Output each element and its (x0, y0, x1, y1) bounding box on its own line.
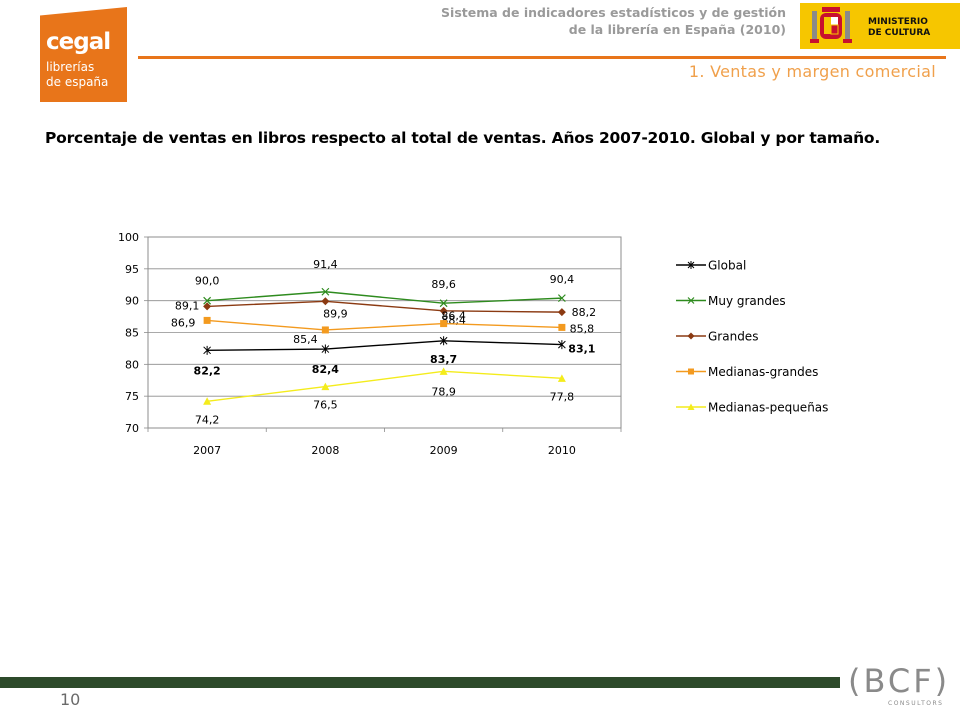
point-muy-grandes-2008 (321, 287, 330, 296)
point-medianas-grandes-2007 (203, 316, 211, 324)
data-label-grandes-2010: 88,2 (572, 306, 597, 319)
data-label-grandes-2007: 89,1 (175, 299, 200, 312)
data-label-grandes-2008: 89,9 (323, 307, 348, 320)
legend-label-medianas-grandes: Medianas-grandes (708, 365, 818, 379)
x-tick-label-2009: 2009 (430, 444, 458, 457)
footer-bar (0, 677, 840, 688)
point-medianas-grandes-2009 (440, 320, 448, 328)
data-label-global-2007: 82,2 (194, 364, 221, 377)
header-divider (138, 56, 946, 59)
point-medianas-grandes-2008 (321, 326, 329, 334)
page-heading: Porcentaje de ventas en libros respecto … (45, 129, 881, 147)
bcf-logo: (BCF) (848, 662, 951, 700)
y-tick-label-100: 100 (118, 231, 139, 244)
header-subtitle: Sistema de indicadores estadísticos y de… (286, 4, 786, 38)
data-label-muy-grandes-2009: 89,6 (431, 278, 456, 291)
y-tick-label-75: 75 (125, 390, 139, 403)
legend-label-grandes: Grandes (708, 330, 758, 344)
series-line-medianas-grandes (207, 319, 562, 331)
point-medianas-pequeñas-2009 (439, 367, 448, 375)
section-title: 1. Ventas y margen comercial (688, 62, 936, 81)
data-label-medianas-grandes-2008: 85,4 (293, 333, 318, 346)
y-tick-label-70: 70 (125, 422, 139, 435)
data-label-medianas-pequeñas-2008: 76,5 (313, 399, 338, 412)
series-line-grandes (207, 300, 562, 313)
point-muy-grandes-2007 (203, 296, 212, 305)
point-grandes-2007 (203, 302, 212, 311)
x-tick-label-2010: 2010 (548, 444, 576, 457)
ministry-line-2: DE CULTURA (868, 28, 931, 38)
point-grandes-2009 (439, 306, 448, 315)
point-medianas-pequeñas-2010 (557, 374, 566, 382)
ministry-text: MINISTERIO DE CULTURA (868, 17, 930, 39)
point-medianas-grandes-2010 (558, 323, 566, 331)
cegal-logo: cegal librerías de españa (40, 7, 127, 102)
data-label-muy-grandes-2010: 90,4 (550, 273, 575, 286)
data-label-medianas-grandes-2009: 86,4 (441, 310, 466, 323)
bcf-logo-subtitle: CONSULTORS (888, 700, 944, 707)
legend-label-muy-grandes: Muy grandes (708, 294, 786, 308)
point-global-2007 (203, 345, 211, 355)
data-label-global-2009: 83,7 (430, 353, 457, 366)
data-label-medianas-grandes-2007: 86,9 (171, 316, 196, 329)
logo-brand: cegal (46, 29, 111, 55)
data-label-muy-grandes-2007: 90,0 (195, 275, 220, 288)
logo-line-1: librerías (46, 60, 95, 74)
point-grandes-2008 (321, 297, 330, 306)
point-grandes-2010 (557, 308, 566, 317)
coat-of-arms-icon (810, 7, 852, 43)
data-label-medianas-pequeñas-2007: 74,2 (195, 413, 220, 426)
data-label-medianas-pequeñas-2010: 77,8 (550, 390, 575, 403)
ministry-logo: MINISTERIO DE CULTURA (800, 3, 960, 49)
y-tick-label-90: 90 (125, 295, 139, 308)
point-global-2009 (439, 336, 448, 346)
point-muy-grandes-2010 (557, 294, 566, 303)
point-global-2008 (321, 344, 330, 354)
legend-marker-muy-grandes (687, 297, 695, 304)
point-muy-grandes-2009 (439, 299, 448, 308)
y-tick-label-80: 80 (125, 358, 139, 371)
data-label-muy-grandes-2008: 91,4 (313, 258, 338, 271)
y-tick-label-85: 85 (125, 327, 139, 340)
x-tick-label-2008: 2008 (311, 444, 339, 457)
data-label-medianas-pequeñas-2009: 78,9 (431, 385, 456, 398)
legend-label-global: Global (708, 259, 746, 273)
legend-marker-global (687, 261, 695, 269)
point-medianas-pequeñas-2008 (321, 382, 330, 391)
point-global-2010 (558, 340, 566, 350)
data-label-medianas-grandes-2010: 85,8 (570, 322, 595, 335)
x-tick-label-2007: 2007 (193, 444, 221, 457)
data-label-global-2010: 83,1 (568, 343, 595, 356)
point-medianas-pequeñas-2007 (203, 397, 212, 405)
series-line-medianas-pequeñas (207, 370, 562, 402)
header-subtitle-line-2: de la librería en España (2010) (568, 22, 786, 37)
series-line-muy-grandes (207, 291, 562, 304)
series-line-global (207, 340, 562, 352)
page-number: 10 (60, 690, 81, 709)
ministry-line-1: MINISTERIO (868, 17, 928, 27)
legend-marker-medianas-grandes (688, 368, 694, 375)
legend-label-medianas-pequeñas: Medianas-pequeñas (708, 401, 828, 415)
y-tick-label-95: 95 (125, 263, 139, 276)
legend-marker-medianas-pequeñas (687, 403, 695, 410)
legend-marker-grandes (687, 332, 695, 340)
header-subtitle-line-1: Sistema de indicadores estadísticos y de… (441, 5, 786, 20)
data-label-global-2008: 82,4 (312, 363, 339, 376)
logo-line-2: de españa (46, 75, 109, 89)
